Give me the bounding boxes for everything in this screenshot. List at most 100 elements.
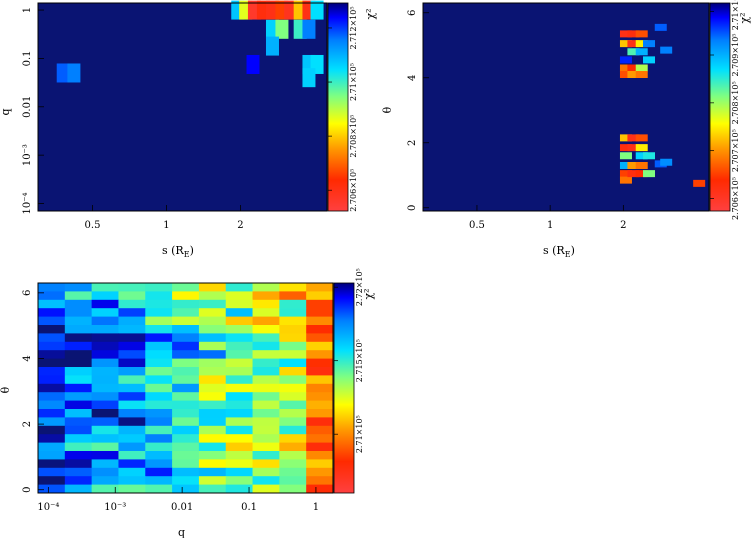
heatmap-cell — [252, 434, 280, 444]
heatmap-cell — [172, 350, 200, 360]
heatmap-cell — [252, 459, 280, 469]
heatmap-cell — [145, 476, 173, 486]
heatmap-cell — [198, 476, 227, 486]
heatmap-cell — [225, 325, 254, 334]
heatmap-cell — [279, 291, 307, 301]
heatmap-cell — [252, 367, 280, 376]
x-tick-label: 10⁻³ — [104, 502, 126, 513]
heatmap-cell — [225, 392, 254, 402]
heatmap-cell — [225, 291, 254, 301]
heatmap-cell — [306, 283, 334, 292]
heatmap-cell — [252, 451, 280, 460]
heatmap-cell — [198, 367, 227, 376]
heatmap-cell — [118, 316, 146, 326]
heatmap-cell — [91, 484, 119, 494]
heatmap-cell — [225, 333, 254, 343]
heatmap-cell — [198, 316, 227, 326]
heatmap-cell — [279, 476, 307, 486]
heatmap-cell — [225, 442, 254, 452]
heatmap-cell — [306, 484, 334, 494]
heatmap-cell — [225, 375, 254, 385]
heatmap-cell — [198, 400, 227, 410]
y-tick-label: 0.01 — [22, 96, 33, 118]
heatmap-cell — [635, 71, 648, 78]
panel2-frame — [422, 2, 710, 212]
heatmap-cell — [306, 451, 334, 460]
heatmap-cell — [306, 341, 334, 351]
heatmap-cell — [172, 409, 200, 418]
heatmap-cell — [279, 451, 307, 460]
heatmap-cell — [306, 291, 334, 301]
heatmap-cell — [38, 442, 66, 452]
heatmap-cell — [306, 358, 334, 368]
heatmap-cell — [252, 333, 280, 343]
heatmap-cell — [279, 459, 307, 469]
heatmap-cell — [38, 291, 66, 301]
heatmap-cell — [64, 367, 93, 376]
heatmap-cell — [38, 484, 66, 494]
heatmap-cell — [172, 358, 200, 368]
heatmap-cell — [252, 442, 280, 452]
heatmap-cell — [64, 299, 93, 309]
heatmap-cell — [643, 40, 656, 48]
heatmap-cell — [64, 325, 93, 334]
x-tick-label: 10⁻⁴ — [37, 502, 59, 513]
heatmap-cell — [145, 291, 173, 301]
heatmap-cell — [306, 375, 334, 385]
heatmap-cell — [198, 299, 227, 309]
heatmap-cell — [693, 179, 706, 187]
heatmap-cell — [279, 484, 307, 494]
heatmap-cell — [619, 134, 632, 142]
heatmap-cell — [252, 325, 280, 334]
colorbar-tick-label: 2.708×10⁵ — [731, 81, 740, 124]
panel2-ylabel: θ — [381, 106, 394, 113]
heatmap-cell — [172, 451, 200, 460]
heatmap-cell — [660, 46, 673, 54]
heatmap-cell — [306, 316, 334, 326]
heatmap-cell — [38, 467, 66, 477]
heatmap-cell — [252, 417, 280, 427]
heatmap-cell — [279, 383, 307, 393]
x-tick-label: 0.5 — [469, 220, 485, 231]
panel3-ylabel: θ — [0, 386, 12, 393]
heatmap-cell — [118, 459, 146, 469]
x-tick-label: 1 — [313, 502, 319, 513]
heatmap-cell — [118, 434, 146, 444]
heatmap-cell — [145, 308, 173, 318]
heatmap-cell — [619, 144, 632, 152]
heatmap-cell — [306, 367, 334, 376]
heatmap-cell — [145, 442, 173, 452]
heatmap-cell — [38, 400, 66, 410]
heatmap-cell — [306, 383, 334, 393]
heatmap-cell — [198, 383, 227, 393]
heatmap-cell — [279, 434, 307, 444]
heatmap-cell — [38, 375, 66, 385]
heatmap-cell — [118, 400, 146, 410]
x-tick-label: 2 — [620, 220, 626, 231]
heatmap-cell — [225, 400, 254, 410]
heatmap-cell — [118, 417, 146, 427]
heatmap-cell — [64, 358, 93, 368]
heatmap-cell — [172, 467, 200, 477]
heatmap-cell — [225, 476, 254, 486]
heatmap-cell — [306, 409, 334, 418]
heatmap-cell — [91, 425, 119, 435]
heatmap-cell — [145, 350, 173, 360]
panel3-colorbar — [333, 282, 355, 494]
heatmap-theta-vs-s: 0.5 1 2 0 2 4 6 s (RE) θ 2.706×10⁵ 2.707×10⁵ 2.7… — [381, 0, 751, 259]
heatmap-cell — [306, 308, 334, 318]
heatmap-cell — [172, 476, 200, 486]
heatmap-cell — [118, 325, 146, 334]
x-tick-label: 2 — [237, 220, 243, 231]
heatmap-cell — [198, 283, 227, 292]
heatmap-cell — [279, 341, 307, 351]
heatmap-cell — [198, 434, 227, 444]
heatmap-cell — [306, 325, 334, 334]
heatmap-cell — [172, 425, 200, 435]
heatmap-cell — [118, 283, 146, 292]
heatmap-cell — [145, 434, 173, 444]
heatmap-cell — [91, 392, 119, 402]
heatmap-cell — [627, 144, 640, 152]
heatmap-cell — [118, 291, 146, 301]
